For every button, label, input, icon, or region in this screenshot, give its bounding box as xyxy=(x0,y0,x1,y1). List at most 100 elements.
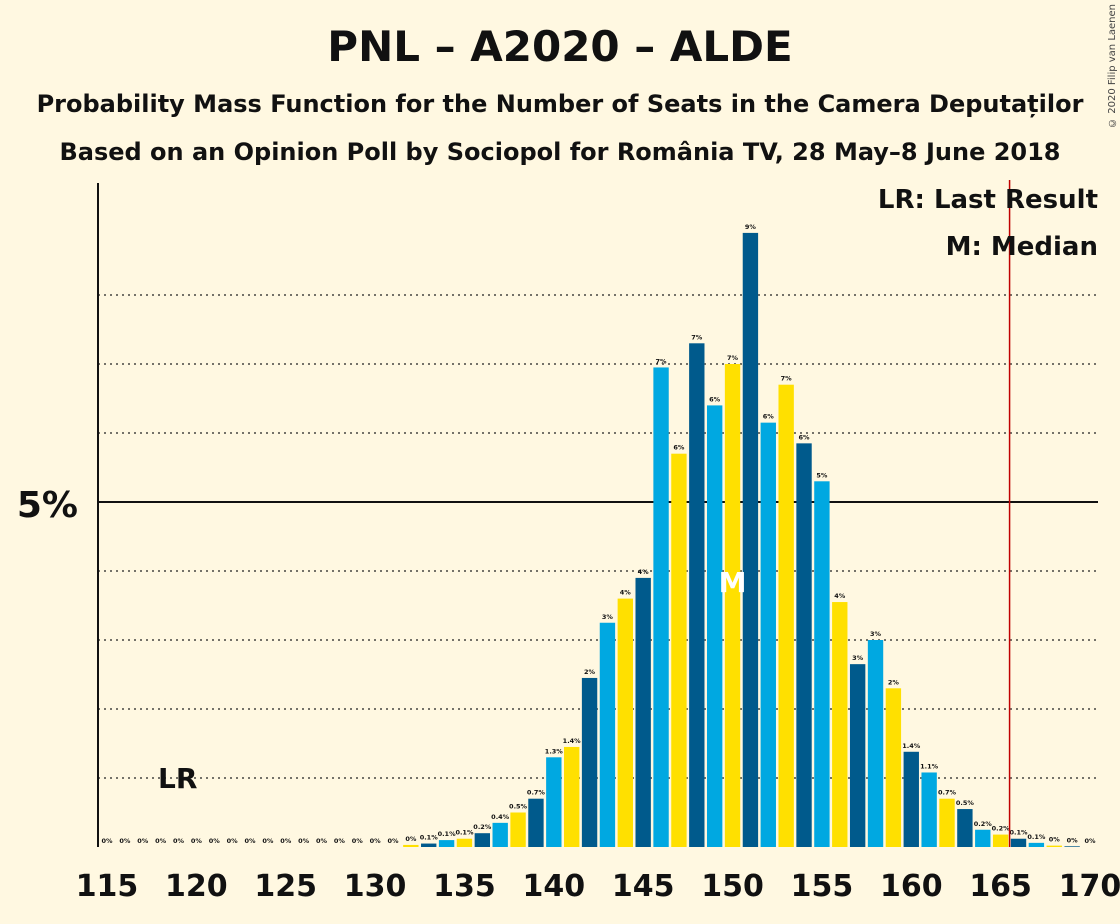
bar-label-139: 0.7% xyxy=(527,789,546,797)
bar-138 xyxy=(510,812,526,847)
bar-144 xyxy=(617,598,633,847)
legend-median: M: Median xyxy=(945,232,1098,262)
bar-label-130: 0% xyxy=(370,837,382,845)
x-tick-label-135: 135 xyxy=(433,869,496,904)
bar-label-158: 3% xyxy=(870,630,882,638)
last-result-marker: LR xyxy=(158,762,197,795)
bar-label-157: 3% xyxy=(852,654,864,662)
bar-label-124: 0% xyxy=(262,837,274,845)
bar-146 xyxy=(653,367,669,847)
bar-167 xyxy=(1028,842,1045,847)
x-tick-label-115: 115 xyxy=(76,869,139,904)
bar-168 xyxy=(1046,845,1062,847)
bar-label-135: 0.1% xyxy=(455,829,474,837)
bar-155 xyxy=(814,481,830,847)
bar-142 xyxy=(581,677,598,847)
bar-label-166: 0.1% xyxy=(1009,829,1028,837)
chart-subtitle-2: Based on an Opinion Poll by Sociopol for… xyxy=(59,138,1061,166)
x-tick-label-120: 120 xyxy=(165,869,228,904)
x-tick-label-150: 150 xyxy=(701,869,764,904)
bar-label-121: 0% xyxy=(209,837,221,845)
bar-150 xyxy=(724,364,741,847)
bar-label-126: 0% xyxy=(298,837,310,845)
chart-title: PNL – A2020 – ALDE xyxy=(327,22,793,71)
bar-160 xyxy=(903,751,919,847)
bar-label-118: 0% xyxy=(155,837,167,845)
bar-137 xyxy=(492,822,508,847)
chart-subtitle-1: Probability Mass Function for the Number… xyxy=(36,90,1084,118)
bar-label-152: 6% xyxy=(763,413,775,421)
bar-label-144: 4% xyxy=(620,589,632,597)
bar-label-119: 0% xyxy=(173,837,185,845)
bar-148 xyxy=(689,343,705,847)
bar-label-122: 0% xyxy=(227,837,239,845)
bar-label-168: 0% xyxy=(1049,836,1061,844)
bar-label-142: 2% xyxy=(584,668,596,676)
x-tick-label-130: 130 xyxy=(344,869,407,904)
bar-136 xyxy=(474,833,491,847)
bar-label-145: 4% xyxy=(638,568,650,576)
x-tick-label-125: 125 xyxy=(254,869,317,904)
bar-166 xyxy=(1010,838,1027,847)
bar-label-161: 1.1% xyxy=(920,762,939,770)
bar-label-141: 1.4% xyxy=(563,737,582,745)
bar-label-156: 4% xyxy=(834,592,846,600)
bar-141 xyxy=(564,746,580,847)
bar-164 xyxy=(975,829,991,847)
bar-label-150: 7% xyxy=(727,354,739,362)
bar-label-137: 0.4% xyxy=(491,813,510,821)
bar-163 xyxy=(957,809,973,847)
bar-157 xyxy=(849,664,866,847)
legend-last-result: LR: Last Result xyxy=(877,185,1098,215)
bar-158 xyxy=(867,640,884,847)
bar-label-120: 0% xyxy=(191,837,203,845)
bar-label-151: 9% xyxy=(745,223,757,231)
bar-label-160: 1.4% xyxy=(902,742,921,750)
bar-label-164: 0.2% xyxy=(974,820,993,828)
bar-label-132: 0% xyxy=(405,835,417,843)
median-marker: M xyxy=(719,566,747,599)
bar-label-117: 0% xyxy=(137,837,149,845)
bar-label-131: 0% xyxy=(387,837,399,845)
bar-147 xyxy=(671,453,687,847)
bar-label-127: 0% xyxy=(316,837,328,845)
bar-162 xyxy=(939,798,955,847)
y-tick-label: 5% xyxy=(17,485,78,526)
bar-label-154: 6% xyxy=(799,433,811,441)
bar-label-148: 7% xyxy=(691,333,703,341)
bar-label-140: 1.3% xyxy=(545,747,564,755)
bar-label-134: 0.1% xyxy=(438,830,457,838)
bar-140 xyxy=(546,757,562,847)
bar-139 xyxy=(528,798,544,847)
bar-134 xyxy=(438,840,455,847)
bar-label-138: 0.5% xyxy=(509,803,528,811)
bar-label-167: 0.1% xyxy=(1027,833,1046,841)
bar-label-163: 0.5% xyxy=(956,799,975,807)
bar-label-133: 0.1% xyxy=(420,834,439,842)
bar-label-125: 0% xyxy=(280,837,292,845)
bar-169 xyxy=(1064,846,1080,847)
bar-149 xyxy=(706,405,723,847)
bar-154 xyxy=(796,443,812,847)
bar-label-123: 0% xyxy=(244,837,256,845)
x-tick-label-145: 145 xyxy=(612,869,675,904)
bar-label-147: 6% xyxy=(673,444,685,452)
bar-151 xyxy=(742,232,759,847)
bar-label-165: 0.2% xyxy=(992,825,1011,833)
bar-label-115: 0% xyxy=(101,837,113,845)
bar-159 xyxy=(885,688,902,847)
bar-label-155: 5% xyxy=(816,471,828,479)
bar-label-129: 0% xyxy=(352,837,364,845)
bar-label-159: 2% xyxy=(888,678,900,686)
bar-145 xyxy=(635,577,651,847)
bar-143 xyxy=(599,622,616,847)
x-tick-label-155: 155 xyxy=(791,869,854,904)
bar-161 xyxy=(921,772,937,847)
bar-label-170: 0% xyxy=(1084,837,1096,845)
bar-133 xyxy=(421,843,437,847)
bar-label-169: 0% xyxy=(1067,836,1079,844)
bar-label-149: 6% xyxy=(709,395,721,403)
bar-165 xyxy=(992,834,1009,847)
bar-156 xyxy=(832,602,848,847)
